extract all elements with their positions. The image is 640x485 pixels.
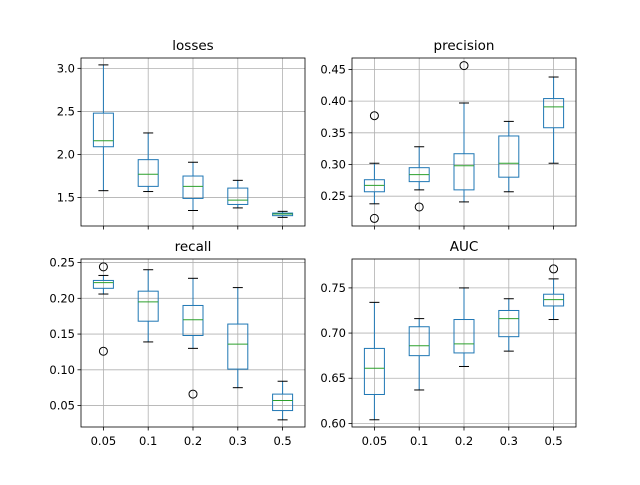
y-tick-label: 0.45 [320,62,346,76]
chart-title: AUC [450,239,479,255]
box-0.2 [182,277,204,399]
chart-title: precision [434,38,495,54]
y-tick-label: 2.5 [57,104,75,118]
y-tick-label: 0.70 [320,326,346,340]
box-0.2 [453,287,475,367]
box-0.3 [498,298,520,352]
outlier-point [98,346,108,356]
y-tick-label: 0.25 [49,256,75,270]
box-iqr [543,98,565,129]
x-tick-label: 0.3 [500,434,518,448]
chart-panel-losses: 1.5 2.0 2.5 3.0 losses [57,38,306,230]
box-0.2 [182,161,204,211]
box-iqr [182,175,204,199]
box-0.05 [92,64,114,192]
x-tick-label: 0.2 [455,434,473,448]
y-tick-label: 0.20 [49,291,75,305]
box-iqr [498,135,520,178]
outlier-point [369,111,379,121]
box-0.05 [363,111,385,223]
box-iqr [137,159,159,187]
chart-panel-recall: 0.05 0.10 0.15 0.20 0.25 0.05 0.1 0.2 0.3 0.5 reca… [49,239,306,448]
chart-panel-precision: 0.25 0.30 0.35 0.40 0.45 precision [320,38,577,230]
box-0.5 [543,264,565,321]
box-iqr [453,153,475,191]
box-iqr [227,323,249,370]
x-tick-label: 0.5 [544,434,562,448]
box-iqr [363,347,385,395]
box-0.05 [363,301,385,421]
outlier-point [549,264,559,274]
y-tick-label: 0.30 [320,158,346,172]
box-iqr [92,112,114,148]
y-tick-label: 0.65 [320,371,346,385]
y-tick-label: 0.10 [49,363,75,377]
box-0.5 [272,210,294,218]
y-tick-label: 0.05 [49,399,75,413]
box-0.05 [92,262,114,356]
outlier-point [414,202,424,212]
chart-title: losses [172,38,213,54]
box-iqr [408,326,430,357]
chart-title: recall [175,239,212,255]
x-tick-label: 0.1 [410,434,428,448]
box-iqr [498,309,520,338]
box-0.5 [543,76,565,164]
y-tick-label: 0.15 [49,327,75,341]
y-tick-label: 0.25 [320,189,346,203]
y-tick-label: 3.0 [57,61,75,75]
box-0.1 [137,132,159,193]
box-0.3 [498,120,520,193]
x-tick-label: 0.05 [91,434,117,448]
box-0.3 [227,179,249,209]
box-0.5 [272,380,294,421]
x-tick-label: 0.2 [184,434,202,448]
box-iqr [227,187,249,205]
y-tick-label: 0.75 [320,281,346,295]
x-tick-label: 0.05 [362,434,388,448]
y-tick-label: 2.0 [57,147,75,161]
outlier-point [459,61,469,71]
box-iqr [453,319,475,354]
x-tick-label: 0.5 [273,434,291,448]
y-tick-label: 1.5 [57,191,75,205]
x-tick-label: 0.3 [229,434,247,448]
box-iqr [272,393,294,412]
outlier-point [98,262,108,272]
outlier-point [188,389,198,399]
box-0.3 [227,287,249,389]
box-0.1 [137,269,159,343]
x-tick-label: 0.1 [139,434,157,448]
box-0.1 [408,146,430,212]
y-tick-label: 0.35 [320,126,346,140]
box-iqr [137,290,159,322]
box-iqr [92,279,114,289]
chart-panel-auc: 0.60 0.65 0.70 0.75 0.05 0.1 0.2 0.3 0.5 AUC [320,239,577,448]
y-tick-label: 0.60 [320,416,346,430]
box-0.2 [453,61,475,203]
box-0.1 [408,318,430,391]
box-iqr [182,304,204,336]
outlier-point [369,213,379,223]
y-tick-label: 0.40 [320,94,346,108]
